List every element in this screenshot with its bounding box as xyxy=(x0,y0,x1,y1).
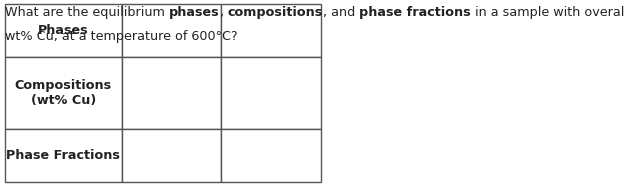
Bar xyxy=(122,4,221,57)
Bar xyxy=(5,129,122,182)
Text: in a sample with overall composition 40: in a sample with overall composition 40 xyxy=(471,6,625,19)
Text: phases: phases xyxy=(169,6,219,19)
Text: Phases: Phases xyxy=(38,24,89,37)
Text: compositions: compositions xyxy=(228,6,323,19)
Bar xyxy=(5,4,122,57)
Text: What are the equilibrium: What are the equilibrium xyxy=(5,6,169,19)
Text: phase fractions: phase fractions xyxy=(359,6,471,19)
Text: wt% Cu, at a temperature of 600°C?: wt% Cu, at a temperature of 600°C? xyxy=(5,30,238,43)
Bar xyxy=(122,129,221,182)
Text: ,: , xyxy=(219,6,228,19)
Bar xyxy=(5,57,122,129)
Bar xyxy=(221,129,321,182)
Text: , and: , and xyxy=(323,6,359,19)
Text: Compositions
(wt% Cu): Compositions (wt% Cu) xyxy=(15,79,112,107)
Bar xyxy=(122,57,221,129)
Bar xyxy=(221,57,321,129)
Bar xyxy=(221,4,321,57)
Text: Phase Fractions: Phase Fractions xyxy=(6,149,121,162)
